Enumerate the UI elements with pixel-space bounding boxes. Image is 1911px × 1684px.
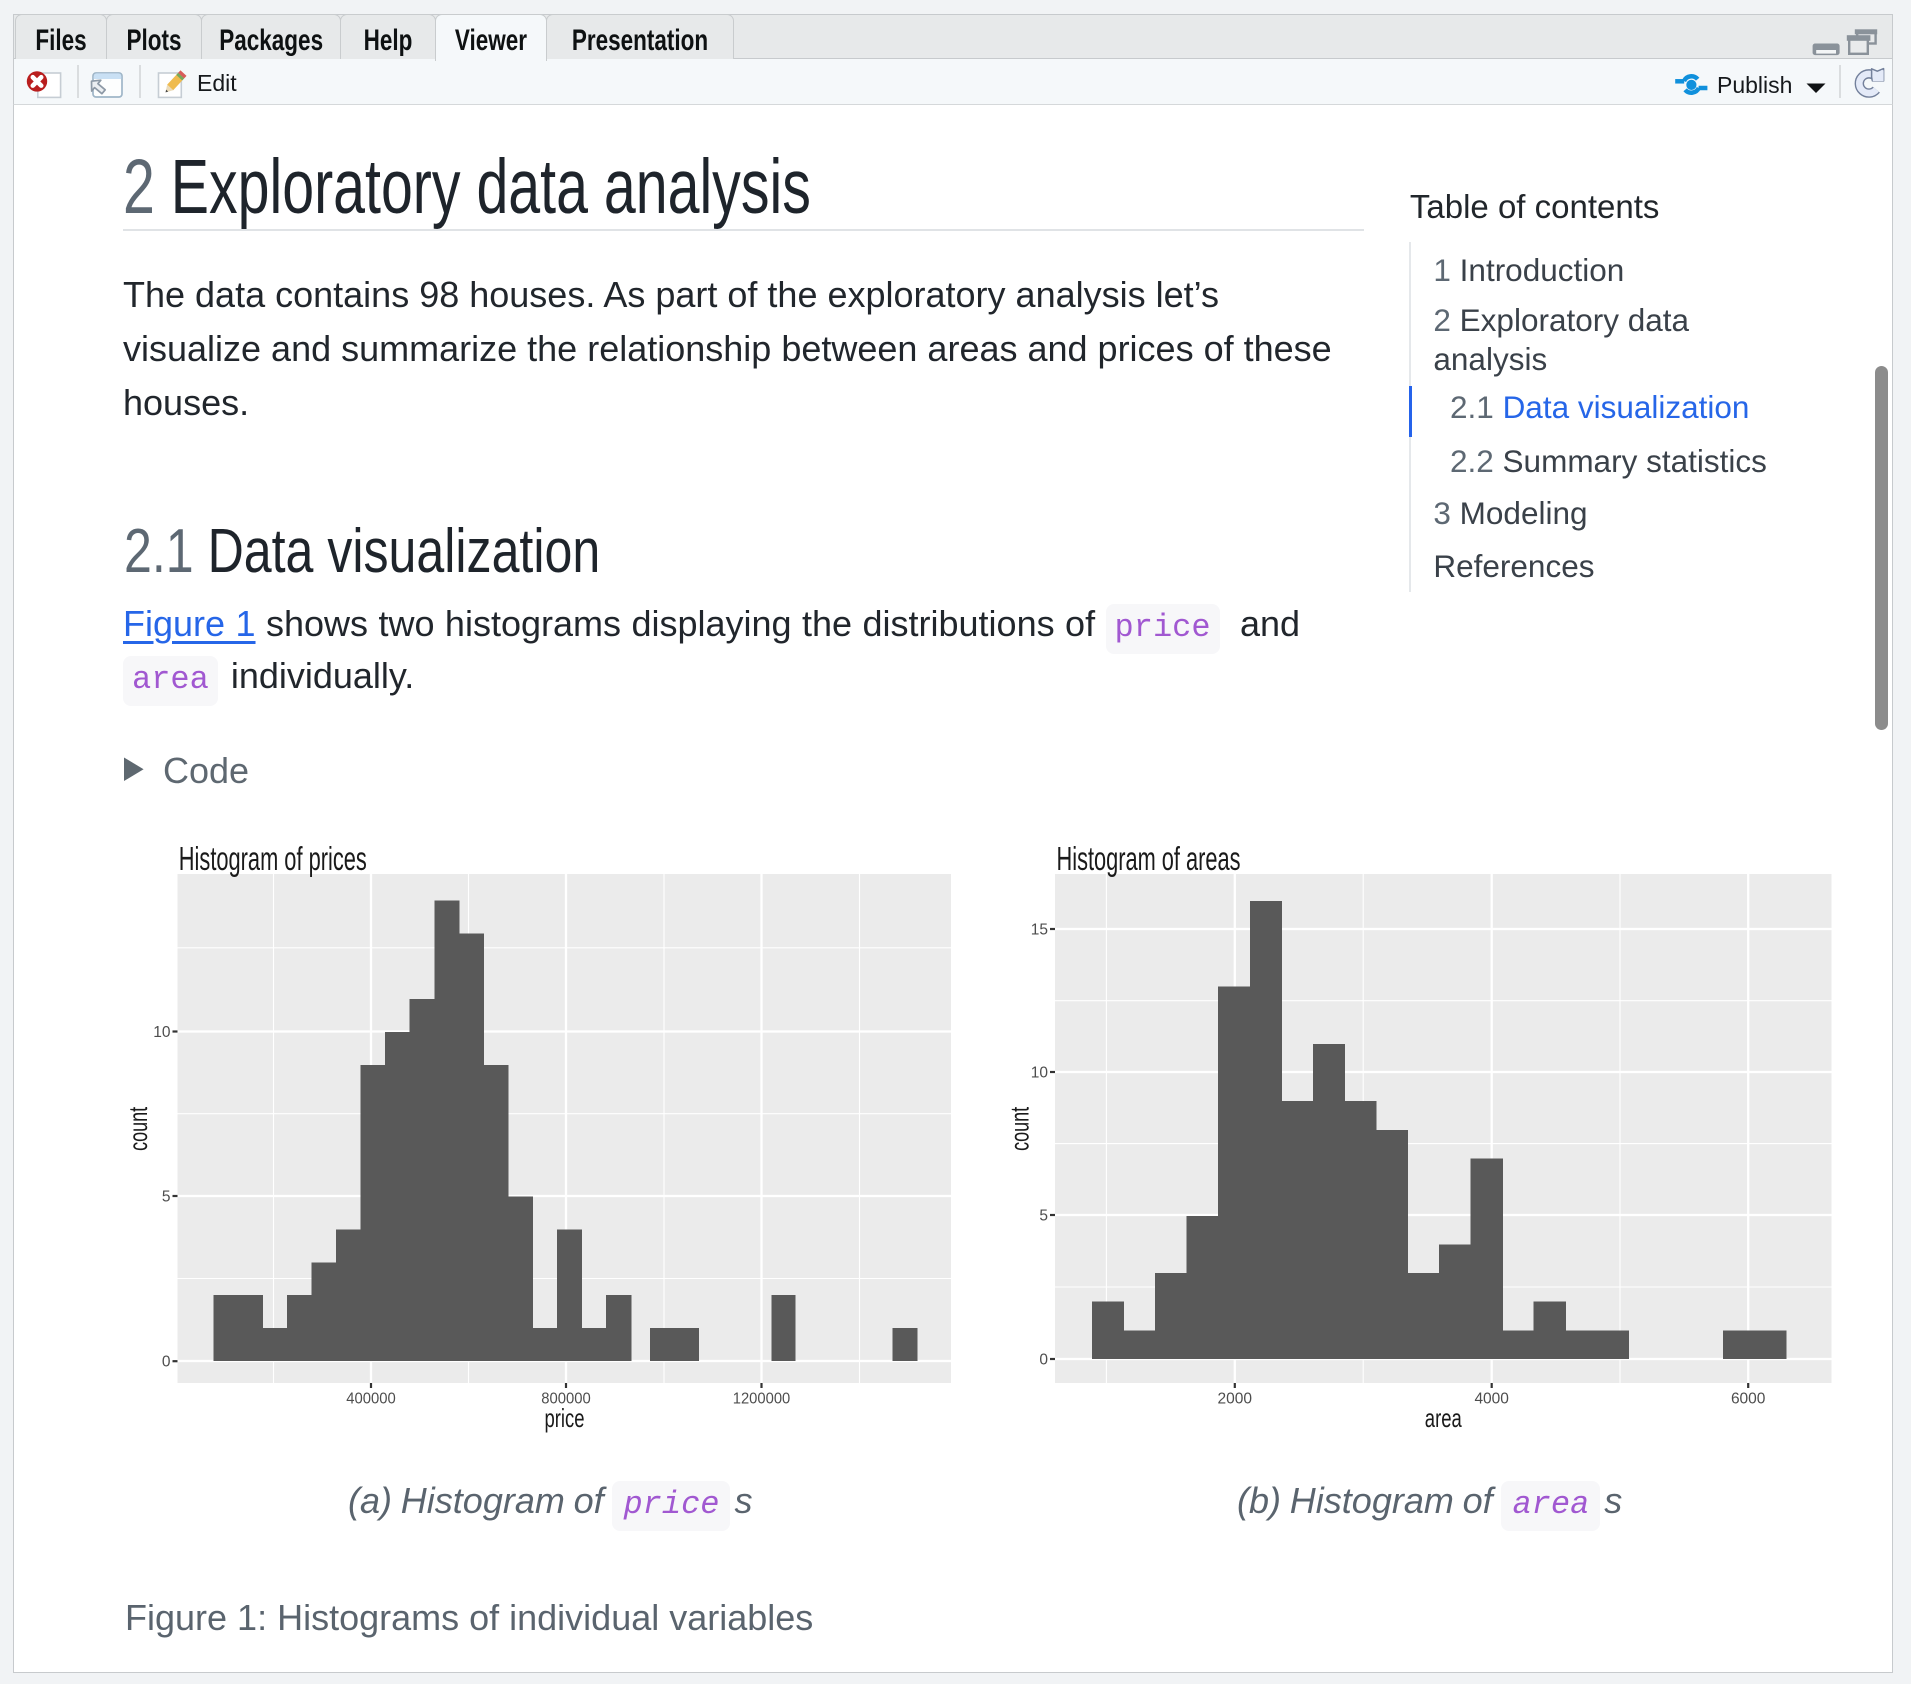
svg-text:count: count bbox=[123, 1106, 153, 1151]
svg-text:10: 10 bbox=[1031, 1065, 1049, 1082]
svg-text:400000: 400000 bbox=[346, 1390, 396, 1407]
svg-text:1200000: 1200000 bbox=[733, 1390, 791, 1407]
svg-text:Histogram of prices: Histogram of prices bbox=[179, 840, 367, 877]
svg-text:2000: 2000 bbox=[1218, 1390, 1253, 1407]
svg-text:15: 15 bbox=[1031, 922, 1048, 939]
svg-text:800000: 800000 bbox=[541, 1390, 591, 1407]
svg-text:area: area bbox=[1425, 1403, 1462, 1433]
svg-text:0: 0 bbox=[1039, 1352, 1048, 1369]
svg-text:5: 5 bbox=[1039, 1208, 1048, 1225]
svg-text:0: 0 bbox=[162, 1354, 171, 1371]
svg-text:5: 5 bbox=[162, 1189, 171, 1206]
svg-text:10: 10 bbox=[153, 1024, 171, 1041]
svg-text:4000: 4000 bbox=[1474, 1390, 1509, 1407]
svg-text:6000: 6000 bbox=[1731, 1390, 1766, 1407]
svg-text:count: count bbox=[1005, 1106, 1035, 1151]
svg-text:Histogram of areas: Histogram of areas bbox=[1057, 840, 1241, 877]
svg-text:price: price bbox=[545, 1403, 585, 1433]
